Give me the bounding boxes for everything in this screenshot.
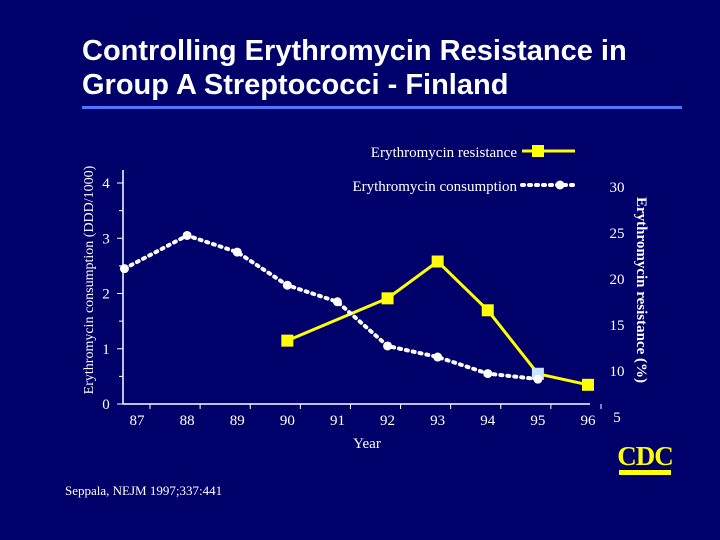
x-tick-label: 90 <box>280 413 295 429</box>
title-line-1: Controlling Erythromycin Resistance in <box>82 35 627 67</box>
consumption-data-point <box>383 341 393 351</box>
x-tick-label: 87 <box>130 413 146 429</box>
y-right-tick-label: 10 <box>610 364 625 380</box>
x-axis-title: Year <box>353 436 381 452</box>
consumption-data-point <box>119 264 129 274</box>
legend-marker-consumption <box>555 180 565 190</box>
y-right-tick-label: 20 <box>610 272 625 288</box>
consumption-data-point <box>483 369 493 379</box>
y-left-tick-label: 4 <box>102 176 110 192</box>
legend-label-resistance: Erythromycin resistance <box>371 145 518 161</box>
y-left-tick-label: 2 <box>102 287 110 303</box>
title-rule <box>82 106 682 109</box>
y-right-tick-label: 25 <box>610 226 625 242</box>
x-tick-label: 89 <box>230 413 245 429</box>
cdc-logo-text: CDC <box>617 441 674 471</box>
x-tick-label: 96 <box>581 413 597 429</box>
y-left-tick-label: 0 <box>102 397 110 413</box>
consumption-data-point <box>232 247 242 257</box>
resistance-data-point <box>582 378 594 391</box>
x-tick-label: 88 <box>180 413 195 429</box>
y-right-tick-label: 15 <box>610 318 625 334</box>
consumption-data-point <box>332 297 342 307</box>
resistance-data-point <box>431 255 444 268</box>
x-tick-label: 95 <box>530 413 545 429</box>
resistance-data-point <box>281 334 294 347</box>
resistance-series-line <box>286 259 589 387</box>
y-left-axis-title: Erythromycin consumption (DDD/1000) <box>82 165 97 394</box>
x-tick-label: 92 <box>380 413 395 429</box>
legend-label-consumption: Erythromycin consumption <box>352 179 517 195</box>
consumption-series-line <box>122 233 540 382</box>
cdc-logo: CDC <box>612 443 678 477</box>
title-line-2: Group A Streptococci - Finland <box>82 69 509 101</box>
consumption-data-point <box>182 230 192 240</box>
y-right-tick-label: 5 <box>613 410 621 426</box>
y-right-axis-title: Erythromycin resistance (%) <box>633 197 649 383</box>
consumption-data-point <box>433 352 443 362</box>
x-tick-label: 91 <box>330 413 345 429</box>
x-tick-label: 94 <box>480 413 496 429</box>
source-citation: Seppala, NEJM 1997;337:441 <box>65 483 223 498</box>
resistance-data-point <box>381 292 394 305</box>
y-left-tick-label: 1 <box>102 342 110 358</box>
y-right-tick-label: 30 <box>610 180 625 196</box>
slide-title: Controlling Erythromycin Resistance in G… <box>82 34 682 102</box>
y-left-tick-label: 3 <box>102 231 110 247</box>
consumption-data-point <box>282 280 292 290</box>
legend-marker-resistance <box>532 145 544 157</box>
cdc-logo-bar <box>619 470 671 475</box>
resistance-data-point <box>481 304 494 317</box>
x-tick-label: 93 <box>430 413 445 429</box>
consumption-data-point <box>533 374 543 384</box>
